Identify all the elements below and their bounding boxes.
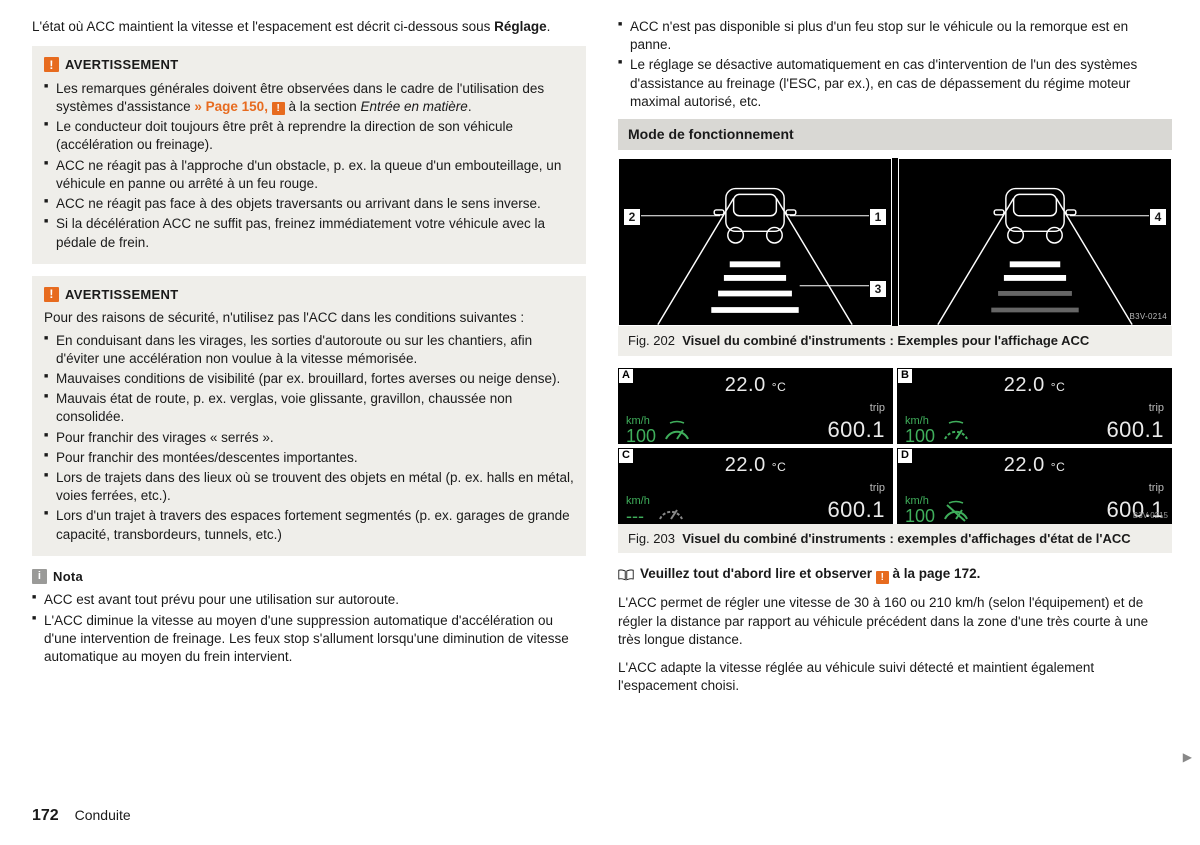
- fig202-illustration: 2 1 3: [618, 158, 1172, 326]
- warning-1-header: ! AVERTISSEMENT: [44, 56, 574, 74]
- nota-list: ACC est avant tout prévu pour une utilis…: [32, 591, 586, 666]
- fig202-right-pane: 4 B3V-0214: [898, 158, 1172, 326]
- fig202-label: Fig. 202: [628, 333, 675, 348]
- warn2-item5: Pour franchir des montées/descentes impo…: [44, 449, 574, 467]
- right-top-list: ACC n'est pas disponible si plus d'un fe…: [618, 18, 1172, 111]
- page-footer: 172 Conduite: [32, 805, 131, 827]
- right-body-p2: L'ACC adapte la vitesse réglée au véhicu…: [618, 659, 1172, 695]
- callout-3: 3: [869, 280, 887, 298]
- warn2-item1: En conduisant dans les virages, les sort…: [44, 332, 574, 368]
- info-icon: i: [32, 569, 47, 584]
- warning-box-1: ! AVERTISSEMENT Les remarques générales …: [32, 46, 586, 264]
- acc-lane-car-diagram: [619, 159, 891, 325]
- warning-1-title: AVERTISSEMENT: [65, 56, 178, 74]
- warn1-item1: Les remarques générales doivent être obs…: [44, 80, 574, 116]
- fig203-code: B3V-0215: [1133, 511, 1168, 522]
- callout-1: 1: [869, 208, 887, 226]
- dash-panel-a: A 22.0 °C km/h 100: [618, 368, 893, 444]
- intro-text-c: .: [547, 19, 551, 34]
- warn1-item4: ACC ne réagit pas face à des objets trav…: [44, 195, 574, 213]
- intro-text-a: L'état où ACC maintient la vitesse et l'…: [32, 19, 494, 34]
- warn2-item4: Pour franchir des virages « serrés ».: [44, 429, 574, 447]
- inline-warn-icon: !: [876, 571, 889, 584]
- nota-item1: ACC est avant tout prévu pour une utilis…: [32, 591, 586, 609]
- warning-2-header: ! AVERTISSEMENT: [44, 286, 574, 304]
- acc-speedo-dashed-icon: [941, 419, 971, 445]
- nota-title: Nota: [53, 568, 83, 586]
- warn1-item3: ACC ne réagit pas à l'approche d'un obst…: [44, 157, 574, 193]
- warning-2-list: En conduisant dans les virages, les sort…: [44, 332, 574, 544]
- right-body-p1: L'ACC permet de régler une vitesse de 30…: [618, 594, 1172, 649]
- intro-paragraph: L'état où ACC maintient la vitesse et l'…: [32, 18, 586, 36]
- right-top-item2: Le réglage se désactive automatiquement …: [618, 56, 1172, 111]
- acc-speedo-icon: [662, 419, 692, 445]
- warn2-item3: Mauvais état de route, p. ex. verglas, v…: [44, 390, 574, 426]
- page-ref-link[interactable]: » Page 150,: [194, 99, 271, 114]
- panel-letter: D: [897, 448, 913, 464]
- acc-speedo-cross-icon: [941, 499, 971, 525]
- panel-letter: C: [618, 448, 634, 464]
- warn2-item6: Lors de trajets dans des lieux où se tro…: [44, 469, 574, 505]
- warn2-item2: Mauvaises conditions de visibilité (par …: [44, 370, 574, 388]
- dash-panel-b: B 22.0 °C km/h 100: [897, 368, 1172, 444]
- right-column: ACC n'est pas disponible si plus d'un fe…: [618, 18, 1172, 798]
- warn1-item2: Le conducteur doit toujours être prêt à …: [44, 118, 574, 154]
- temp-reading: 22.0 °C: [626, 452, 885, 479]
- right-top-item1: ACC n'est pas disponible si plus d'un fe…: [618, 18, 1172, 54]
- dash-panel-d: D 22.0 °C km/h 100: [897, 448, 1172, 524]
- temp-reading: 22.0 °C: [626, 372, 885, 399]
- read-first-a: Veuillez tout d'abord lire et observer: [640, 566, 876, 581]
- fig203-caption-text: Visuel du combiné d'instruments : exempl…: [682, 531, 1130, 546]
- read-first-b: à la page 172.: [889, 566, 981, 581]
- left-column: L'état où ACC maintient la vitesse et l'…: [32, 18, 586, 798]
- nota-block: i Nota ACC est avant tout prévu pour une…: [32, 568, 586, 666]
- warning-icon: !: [44, 287, 59, 302]
- temp-reading: 22.0 °C: [905, 372, 1164, 399]
- fig202-caption: Fig. 202 Visuel du combiné d'instruments…: [618, 326, 1172, 356]
- warning-box-2: ! AVERTISSEMENT Pour des raisons de sécu…: [32, 276, 586, 556]
- inline-warn-icon: !: [272, 102, 285, 115]
- nota-item2: L'ACC diminue la vitesse au moyen d'une …: [32, 612, 586, 667]
- callout-2: 2: [623, 208, 641, 226]
- nota-header: i Nota: [32, 568, 586, 586]
- panel-letter: B: [897, 368, 913, 384]
- acc-lane-car-diagram-2: [899, 159, 1171, 325]
- warn2-item7: Lors d'un trajet à travers des espaces f…: [44, 507, 574, 543]
- warn1-item5: Si la décélération ACC ne suffit pas, fr…: [44, 215, 574, 251]
- continuation-arrow-icon: ▶: [1183, 749, 1192, 765]
- fig203-grid: A 22.0 °C km/h 100: [618, 368, 1172, 524]
- section-heading-mode: Mode de fonctionnement: [618, 119, 1172, 150]
- temp-reading: 22.0 °C: [905, 452, 1164, 479]
- fig203-caption: Fig. 203 Visuel du combiné d'instruments…: [618, 524, 1172, 554]
- callout-4: 4: [1149, 208, 1167, 226]
- page-number: 172: [32, 807, 59, 824]
- page-layout: L'état où ACC maintient la vitesse et l'…: [32, 18, 1172, 798]
- acc-speedo-grey-icon: [656, 499, 686, 525]
- book-icon: [618, 569, 634, 581]
- intro-text-bold: Réglage: [494, 19, 547, 34]
- read-first-line: Veuillez tout d'abord lire et observer !…: [618, 565, 1172, 584]
- warning-1-list: Les remarques générales doivent être obs…: [44, 80, 574, 252]
- fig202-code: B3V-0214: [1129, 312, 1167, 323]
- fig202-caption-text: Visuel du combiné d'instruments : Exempl…: [682, 333, 1089, 348]
- fig203-label: Fig. 203: [628, 531, 675, 546]
- warning-icon: !: [44, 57, 59, 72]
- dash-panel-c: C 22.0 °C km/h --- trip: [618, 448, 893, 524]
- panel-letter: A: [618, 368, 634, 384]
- fig202-left-pane: 2 1 3: [618, 158, 892, 326]
- chapter-name: Conduite: [75, 807, 131, 823]
- warning-2-title: AVERTISSEMENT: [65, 286, 178, 304]
- warn2-lead: Pour des raisons de sécurité, n'utilisez…: [44, 309, 574, 327]
